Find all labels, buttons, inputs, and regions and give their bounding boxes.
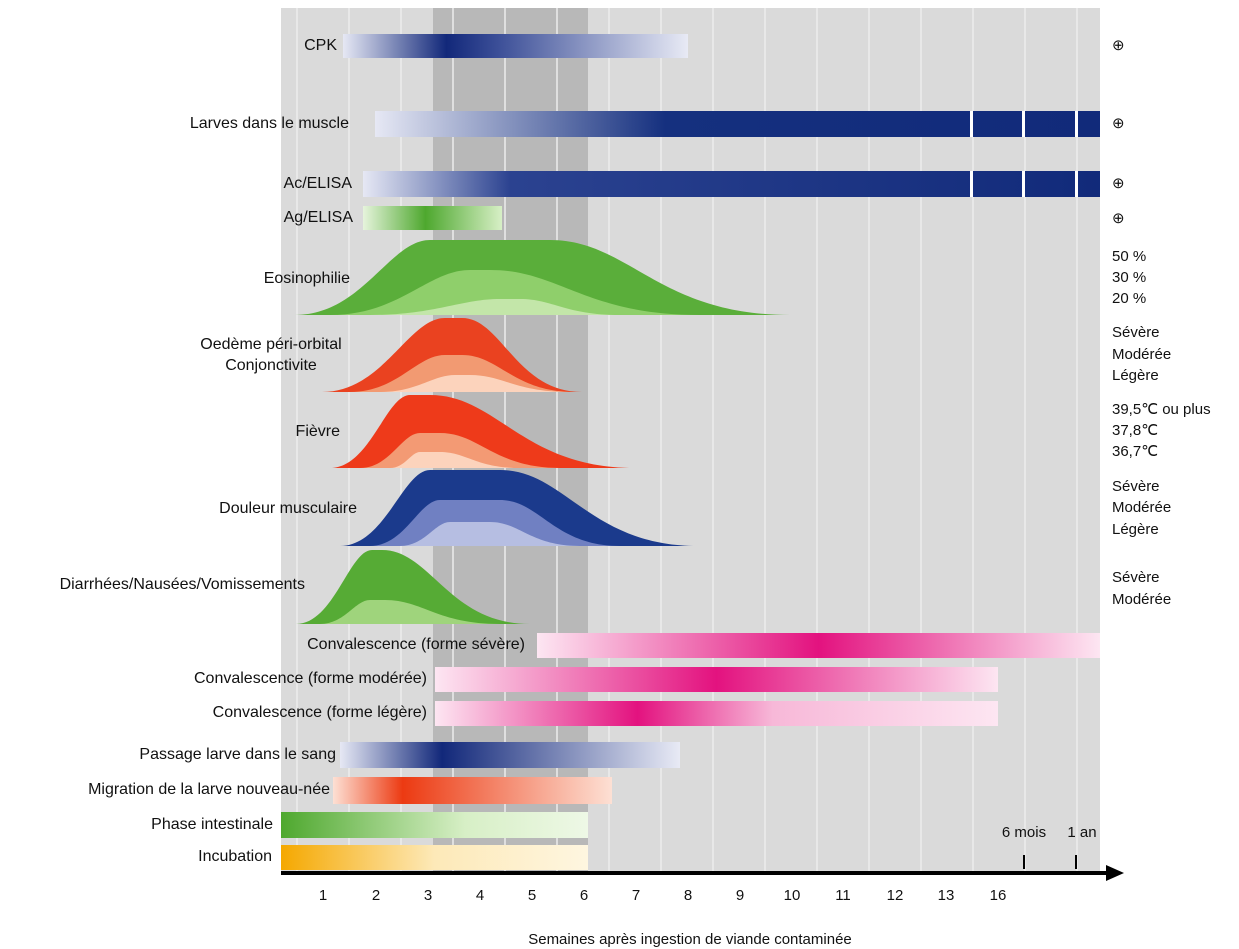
row-note: 30 %: [1112, 269, 1146, 286]
row-note: Sévère: [1112, 569, 1160, 586]
x-tick-label: 16: [990, 887, 1007, 904]
row-note: ⊕: [1112, 37, 1125, 54]
row-note: Sévère: [1112, 478, 1160, 495]
x-tick-label: 2: [372, 887, 380, 904]
timeline-bar: [435, 667, 998, 692]
timeline-bar: [363, 206, 502, 230]
bar-gap: [1022, 111, 1025, 137]
row-label: Convalescence (forme modérée): [194, 670, 427, 687]
bar-gap: [970, 171, 973, 197]
row-label: Conjonctivite: [225, 357, 317, 374]
row-label: Phase intestinale: [151, 816, 273, 833]
intensity-curve: [330, 270, 700, 315]
row-note: Modérée: [1112, 591, 1171, 608]
row-label: Fièvre: [296, 423, 341, 440]
bar-gap: [970, 111, 973, 137]
row-note: ⊕: [1112, 115, 1125, 132]
intensity-curve: [400, 522, 580, 546]
row-note: Légère: [1112, 367, 1159, 384]
x-tick-label: 8: [684, 887, 692, 904]
row-note: 20 %: [1112, 290, 1146, 307]
row-note: 36,7℃: [1112, 443, 1158, 460]
intensity-curve: [296, 550, 530, 624]
x-tick-label: 3: [424, 887, 432, 904]
bar-gap: [1022, 171, 1025, 197]
x-tick-label: 5: [528, 887, 536, 904]
x-tick-label: 6: [580, 887, 588, 904]
row-label: Oedème péri-orbital: [200, 336, 341, 353]
x-tick-label: 10: [784, 887, 801, 904]
row-label: Ag/ELISA: [284, 209, 354, 226]
row-note: 37,8℃: [1112, 422, 1158, 439]
row-note: Modérée: [1112, 499, 1171, 516]
row-label: Diarrhées/Nausées/Vomissements: [60, 576, 305, 593]
row-label: Eosinophilie: [264, 270, 350, 287]
x-tick-label: 12: [887, 887, 904, 904]
row-note: 39,5℃ ou plus: [1112, 401, 1211, 418]
axis-title: Semaines après ingestion de viande conta…: [528, 931, 852, 948]
x-tick-label: 7: [632, 887, 640, 904]
intensity-curve: [380, 375, 570, 392]
x-tick-label: 9: [736, 887, 744, 904]
row-label: Migration de la larve nouveau-née: [88, 781, 330, 798]
row-note: ⊕: [1112, 175, 1125, 192]
timeline-bar: [333, 777, 612, 804]
row-label: Larves dans le muscle: [190, 115, 349, 132]
row-note: Sévère: [1112, 324, 1160, 341]
x-tick-label: 4: [476, 887, 484, 904]
row-label: Convalescence (forme sévère): [307, 636, 525, 653]
x-tick-label: 13: [938, 887, 955, 904]
timeline-bar: [281, 845, 588, 870]
row-note: Modérée: [1112, 346, 1171, 363]
timeline-bar: [343, 34, 688, 58]
intensity-curve: [390, 452, 520, 468]
x-tick-label: 1: [319, 887, 327, 904]
timeline-bar: [340, 742, 680, 768]
intensity-curve: [370, 299, 620, 315]
row-label: Convalescence (forme légère): [213, 704, 427, 721]
extra-tick-label: 6 mois: [1002, 824, 1046, 841]
row-note: ⊕: [1112, 210, 1125, 227]
row-label: Incubation: [198, 848, 272, 865]
row-note: Légère: [1112, 521, 1159, 538]
timeline-bar: [537, 633, 1100, 658]
row-label: Douleur musculaire: [219, 500, 357, 517]
timeline-bar: [435, 701, 998, 726]
row-label: Passage larve dans le sang: [139, 746, 336, 763]
bar-gap: [1075, 171, 1078, 197]
timeline-bar: [375, 111, 1100, 137]
row-label: CPK: [304, 37, 337, 54]
row-label: Ac/ELISA: [284, 175, 353, 192]
intensity-curve: [350, 355, 575, 392]
intensity-curve: [320, 600, 500, 624]
x-tick-label: 11: [835, 887, 851, 904]
timeline-bar: [281, 812, 588, 838]
bar-gap: [1075, 111, 1078, 137]
timeline-bar: [363, 171, 1100, 197]
row-note: 50 %: [1112, 248, 1146, 265]
axis-arrow: [1106, 865, 1124, 881]
extra-tick-label: 1 an: [1067, 824, 1096, 841]
